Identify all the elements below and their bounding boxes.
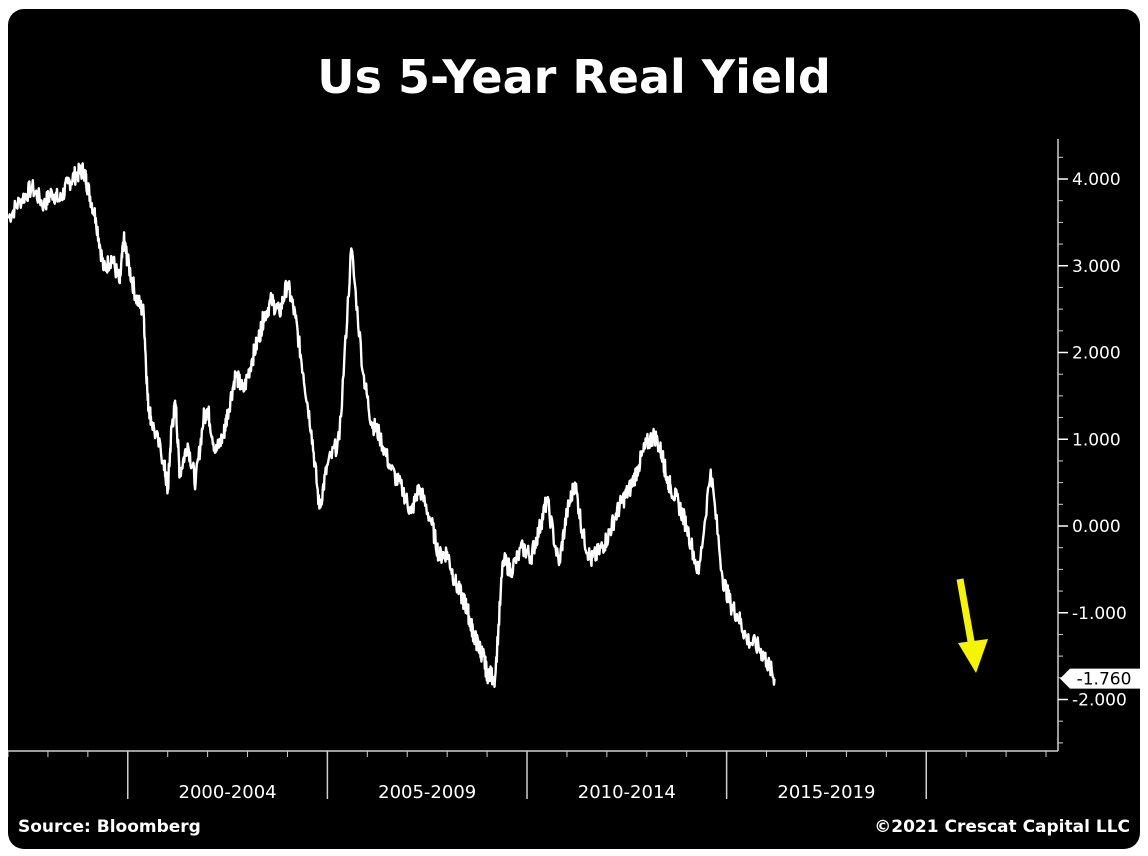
chart-title: Us 5-Year Real Yield (317, 50, 831, 104)
x-period-label: 2000-2004 (179, 782, 277, 803)
y-tick-label: 1.000 (1072, 430, 1121, 450)
down-arrow-icon (956, 578, 988, 673)
series-line (8, 162, 776, 688)
copyright-label: ©2021 Crescat Capital LLC (874, 817, 1130, 837)
last-value-box (1060, 668, 1140, 689)
y-tick-label: 4.000 (1072, 170, 1121, 190)
source-label: Source: Bloomberg (18, 817, 201, 837)
last-value-label: -1.760 (1077, 670, 1132, 690)
y-tick-label: 2.000 (1072, 344, 1121, 364)
y-tick-label: 0.000 (1072, 517, 1121, 537)
chart-frame: Us 5-Year Real Yield 4.000 3.000 2.000 1.00… (8, 9, 1140, 849)
x-period-label: 2010-2014 (578, 782, 676, 803)
y-tick-label: 3.000 (1072, 257, 1121, 277)
x-period-label: 2015-2019 (777, 782, 875, 803)
arrow-head (958, 639, 988, 673)
arrow-shaft (956, 578, 976, 648)
chart-svg: 4.000 3.000 2.000 1.000 0.000 -1.000 -2.000 200… (8, 139, 1140, 803)
x-period-label: 2005-2009 (378, 782, 476, 803)
y-tick-label: -1.000 (1072, 604, 1127, 624)
y-tick-label: -2.000 (1072, 691, 1127, 711)
